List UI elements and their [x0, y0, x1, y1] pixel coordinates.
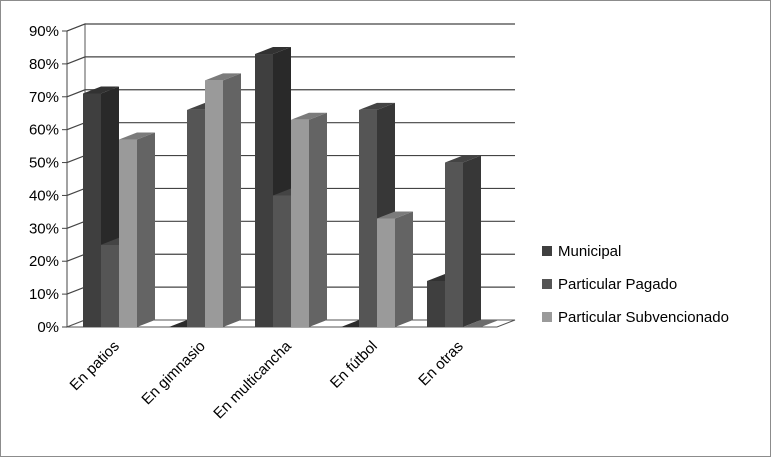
- bar-front: [187, 109, 205, 327]
- bar-front: [205, 80, 223, 327]
- gridline: [66, 23, 515, 32]
- legend-item: Municipal: [542, 243, 621, 260]
- y-axis-ticks: 0% 10% 20% 30% 40% 50% 60% 70% 80% 90%: [29, 23, 68, 336]
- legend-swatch: [542, 312, 552, 322]
- bar-side: [395, 211, 413, 327]
- gridline: [66, 56, 515, 65]
- category-label: En multicancha: [210, 337, 295, 422]
- bar-side: [309, 112, 327, 327]
- legend-label: Municipal: [558, 243, 621, 260]
- bar-front: [427, 280, 445, 327]
- bar-top: [359, 102, 395, 110]
- y-tick-label: 0%: [37, 319, 59, 336]
- bar: [205, 73, 241, 327]
- bar-top: [119, 132, 155, 140]
- bar-top: [291, 112, 327, 120]
- bar-side: [137, 132, 155, 327]
- bar: [119, 132, 155, 327]
- side-wall: [66, 23, 86, 328]
- y-tick-label: 60%: [29, 122, 59, 139]
- bars: [83, 47, 499, 328]
- category-label: En otras: [415, 338, 467, 390]
- legend-swatch: [542, 246, 552, 256]
- bar-front: [445, 162, 463, 327]
- legend-item: Particular Pagado: [542, 276, 677, 293]
- bar: [377, 211, 413, 327]
- category-label: En fútbol: [327, 338, 381, 392]
- y-tick-label: 40%: [29, 187, 59, 204]
- legend-swatch: [542, 279, 552, 289]
- category-label: En patios: [67, 338, 123, 394]
- gridline: [66, 89, 515, 98]
- y-tick-label: 50%: [29, 155, 59, 172]
- bar: [291, 112, 327, 327]
- y-tick-label: 70%: [29, 89, 59, 106]
- bar-front: [377, 218, 395, 327]
- bar-front: [291, 119, 309, 327]
- bar-top: [377, 211, 413, 219]
- bar-top: [83, 86, 119, 94]
- legend-item: Particular Subvencionado: [542, 309, 729, 326]
- bar: [463, 320, 499, 327]
- y-tick-label: 20%: [29, 253, 59, 270]
- legend-label: Particular Pagado: [558, 276, 677, 293]
- bar-top: [255, 47, 291, 55]
- bar-front: [255, 54, 273, 328]
- y-tick-label: 30%: [29, 220, 59, 237]
- bar-top: [205, 73, 241, 81]
- bar-side: [223, 73, 241, 327]
- bar: [445, 155, 481, 327]
- bar-front: [101, 244, 119, 327]
- category-labels: En patios En gimnasio En multicancha En fút…: [67, 337, 467, 422]
- legend: Municipal Particular Pagado Particular Sub…: [542, 243, 729, 326]
- bar-front: [83, 93, 101, 327]
- y-tick-label: 80%: [29, 56, 59, 73]
- bar-zero: [463, 320, 499, 327]
- y-tick-label: 90%: [29, 23, 59, 40]
- category-label: En gimnasio: [138, 338, 208, 408]
- y-tick-label: 10%: [29, 286, 59, 303]
- bar-side: [463, 155, 481, 327]
- legend-label: Particular Subvencionado: [558, 309, 729, 326]
- bar-front: [359, 109, 377, 327]
- bar-top: [445, 155, 481, 163]
- bar-front: [119, 139, 137, 327]
- bar-front: [273, 195, 291, 327]
